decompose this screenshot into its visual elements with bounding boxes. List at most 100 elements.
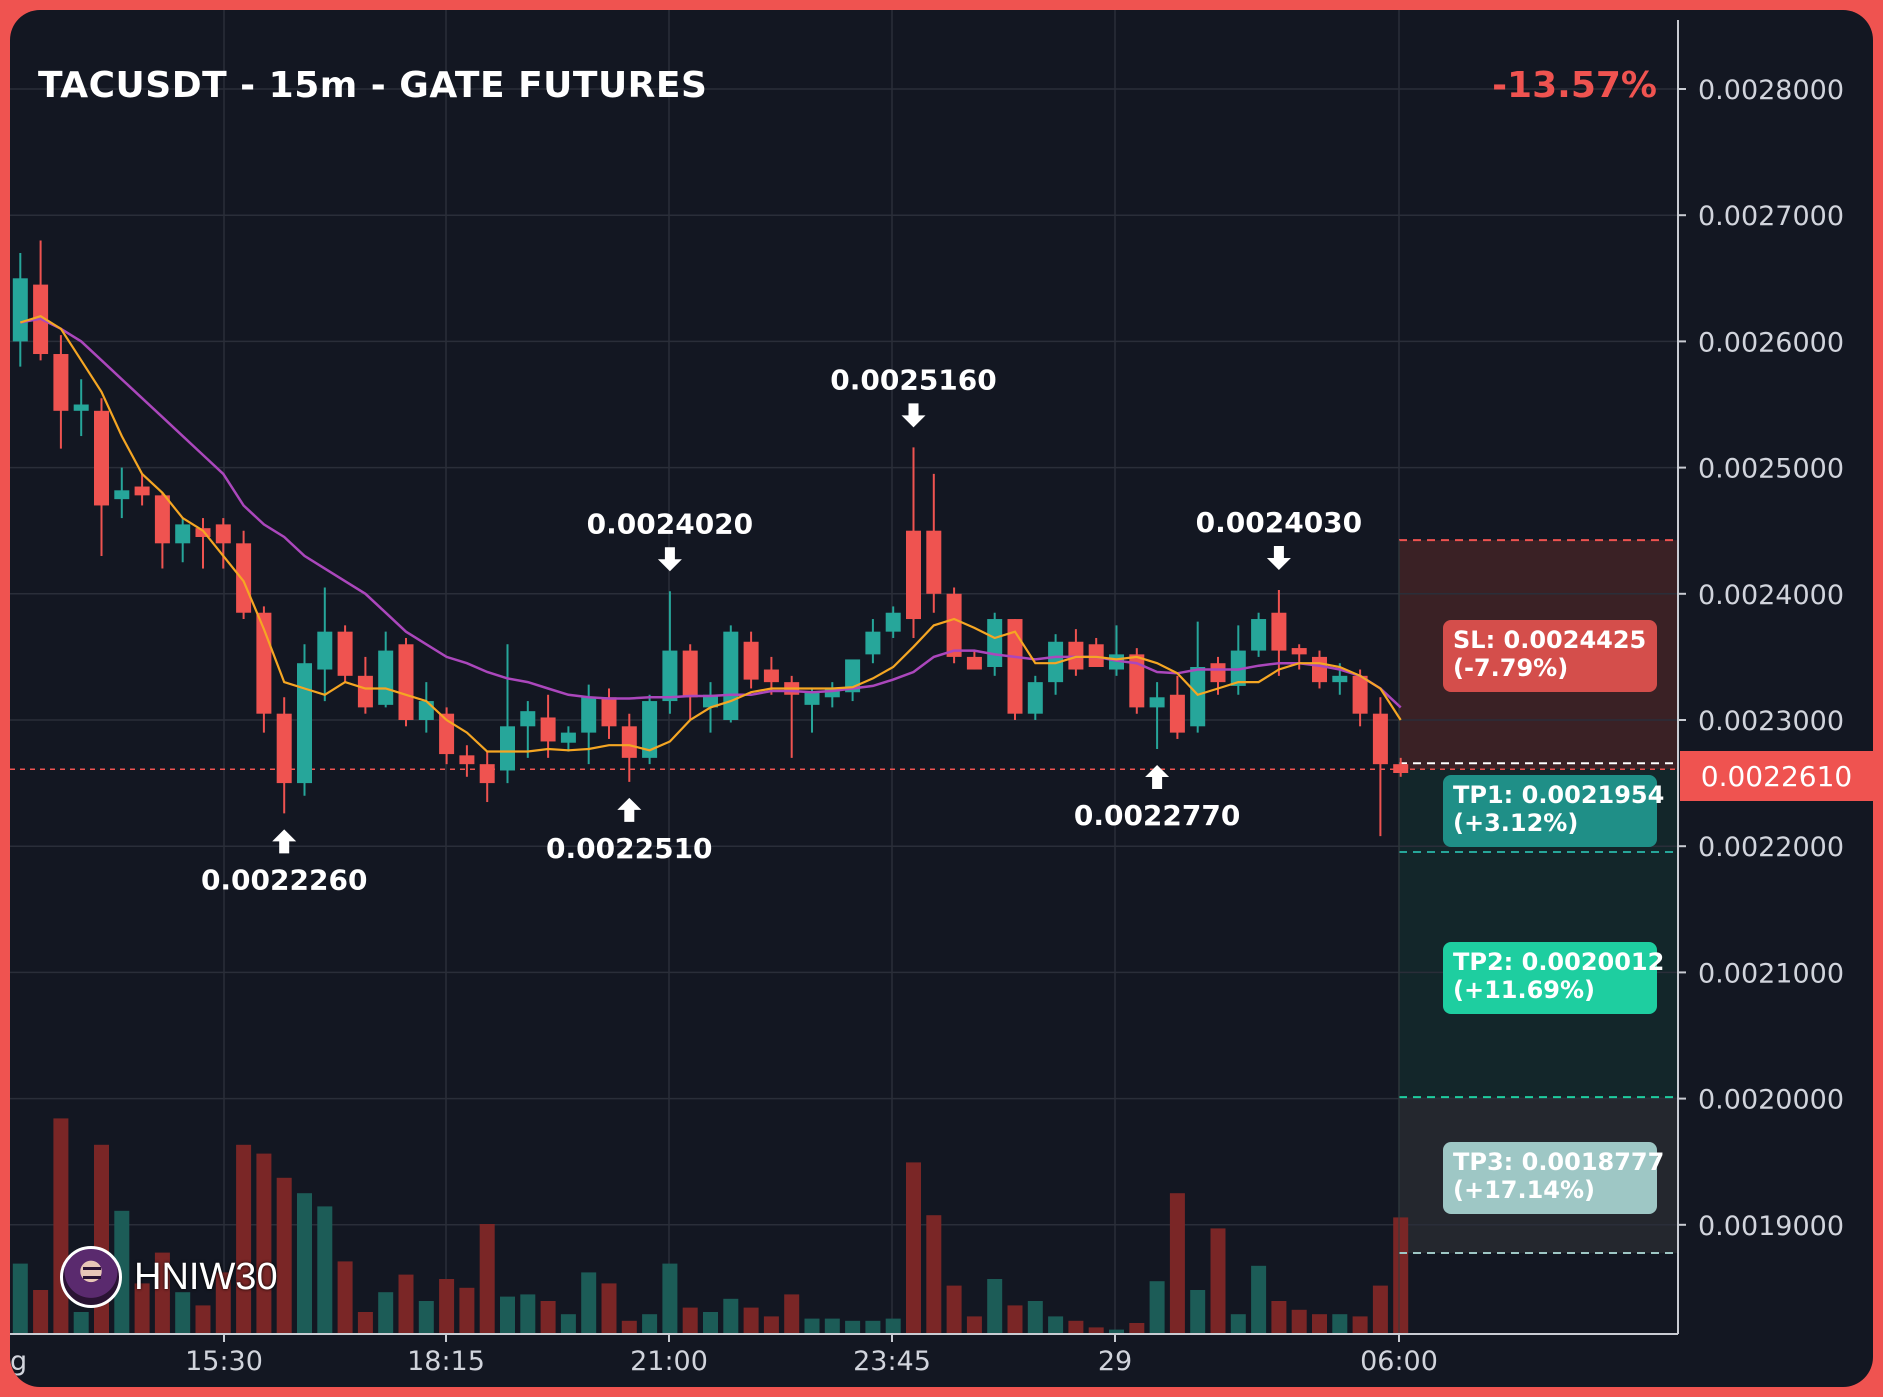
- candle-bearish: [276, 713, 292, 784]
- candle-bearish: [134, 486, 150, 496]
- candle-bearish: [398, 644, 414, 720]
- volume-bar: [1393, 1217, 1409, 1334]
- candle-bullish: [885, 612, 901, 632]
- volume-bar: [966, 1316, 982, 1334]
- candle-bearish: [459, 755, 475, 765]
- candle-bearish: [1068, 641, 1084, 670]
- candle-bearish: [1007, 619, 1023, 714]
- price-tick-label: 0.0026000: [1698, 327, 1844, 358]
- candle-bullish: [703, 694, 718, 708]
- price-change: -13.57%: [1492, 65, 1657, 106]
- candle-bearish: [1372, 713, 1388, 765]
- up-arrow-icon: [617, 797, 642, 822]
- candle-bearish: [236, 543, 252, 613]
- volume-bar: [12, 1263, 28, 1334]
- up-arrow-icon: [272, 829, 297, 854]
- pivot-low-label: 0.0022510: [546, 832, 713, 865]
- price-tick-label: 0.0027000: [1698, 201, 1844, 232]
- volume-bar: [1088, 1327, 1104, 1334]
- volume-bar: [1352, 1316, 1368, 1334]
- candle-bullish: [1149, 697, 1165, 708]
- price-tick-label: 0.0021000: [1698, 958, 1844, 989]
- price-tick-label: 0.0023000: [1698, 706, 1844, 737]
- price-tick-label: 0.0025000: [1698, 454, 1844, 485]
- take-profit-2-percent: (+11.69%): [1453, 976, 1596, 1004]
- volume-bar: [297, 1193, 312, 1334]
- volume-bar: [946, 1285, 962, 1334]
- volume-bar: [703, 1312, 718, 1334]
- brand-name: HNIW30: [134, 1255, 278, 1298]
- volume-bar: [134, 1283, 150, 1334]
- candle-bullish: [12, 278, 28, 342]
- volume-bar: [784, 1294, 800, 1334]
- candle-bullish: [560, 732, 576, 743]
- time-tick-label: 23:45: [853, 1346, 931, 1377]
- candle-bearish: [621, 726, 637, 758]
- candle-bearish: [763, 669, 779, 683]
- volume-bar: [865, 1320, 881, 1334]
- volume-bar: [581, 1272, 597, 1334]
- pivot-low-label: 0.0022260: [201, 863, 368, 896]
- candle-bearish: [1088, 644, 1104, 667]
- volume-bar: [398, 1274, 414, 1334]
- volume-bar: [236, 1144, 252, 1334]
- price-tick-label: 0.0019000: [1698, 1211, 1844, 1242]
- candle-bullish: [297, 663, 312, 784]
- candle-bullish: [642, 701, 658, 758]
- candle-bearish: [1393, 764, 1409, 774]
- avatar-icon: [60, 1246, 122, 1308]
- volume-bar: [276, 1177, 292, 1334]
- candle-bearish: [1291, 648, 1307, 655]
- volume-bar: [215, 1272, 231, 1334]
- volume-bar: [723, 1298, 739, 1334]
- candle-bullish: [317, 631, 333, 670]
- down-arrow-icon: [1266, 546, 1291, 571]
- volume-bar: [885, 1318, 901, 1334]
- volume-bar: [906, 1162, 921, 1334]
- candle-bullish: [1027, 682, 1043, 714]
- volume-bar: [500, 1296, 515, 1334]
- take-profit-1-price: TP1: 0.0021954: [1453, 781, 1665, 809]
- down-arrow-icon: [657, 547, 682, 572]
- volume-bar: [1372, 1285, 1388, 1334]
- volume-bar: [73, 1312, 89, 1334]
- candle-bearish: [601, 697, 617, 727]
- take-profit-2-price: TP2: 0.0020012: [1453, 948, 1665, 976]
- candle-bearish: [479, 764, 495, 784]
- pivot-high-label: 0.0024030: [1196, 506, 1363, 539]
- candle-bullish: [723, 631, 739, 720]
- take-profit-1-percent: (+3.12%): [1453, 809, 1579, 837]
- stop-loss-tag: SL: 0.0024425 (-7.79%): [1443, 620, 1657, 692]
- candle-bullish: [1190, 666, 1206, 727]
- ema-fast-line: [19, 315, 1402, 753]
- candle-bearish: [946, 593, 962, 657]
- candle-bearish: [439, 713, 455, 755]
- candle-bearish: [337, 631, 353, 676]
- price-tick-label: 0.0028000: [1698, 75, 1844, 106]
- down-arrow-icon: [901, 403, 926, 428]
- price-tick-label: 0.0024000: [1698, 580, 1844, 611]
- candle-bearish: [53, 354, 69, 411]
- candle-bearish: [682, 650, 698, 698]
- volume-bar: [256, 1153, 272, 1334]
- candle-bearish: [926, 530, 942, 594]
- stop-loss-price: SL: 0.0024425: [1453, 626, 1647, 654]
- volume-bar: [804, 1318, 820, 1334]
- take-profit-3-percent: (+17.14%): [1453, 1176, 1596, 1204]
- volume-bar: [621, 1320, 637, 1334]
- volume-bar: [642, 1314, 658, 1334]
- candle-bullish: [1332, 675, 1348, 683]
- pivot-high-label: 0.0025160: [830, 363, 997, 396]
- candle-bearish: [1312, 656, 1327, 683]
- candle-bearish: [154, 495, 170, 544]
- current-price-badge: 0.0022610: [1680, 751, 1873, 801]
- candle-bearish: [1352, 675, 1368, 714]
- candle-bearish: [540, 717, 556, 742]
- take-profit-3-tag: TP3: 0.0018777 (+17.14%): [1443, 1142, 1664, 1214]
- time-tick-label-partial: g: [10, 1346, 27, 1377]
- volume-bar: [175, 1292, 191, 1334]
- candle-bearish: [966, 656, 982, 670]
- volume-bar: [459, 1287, 475, 1334]
- volume-bar: [1190, 1290, 1206, 1334]
- price-tick-label: 0.0022000: [1698, 832, 1844, 863]
